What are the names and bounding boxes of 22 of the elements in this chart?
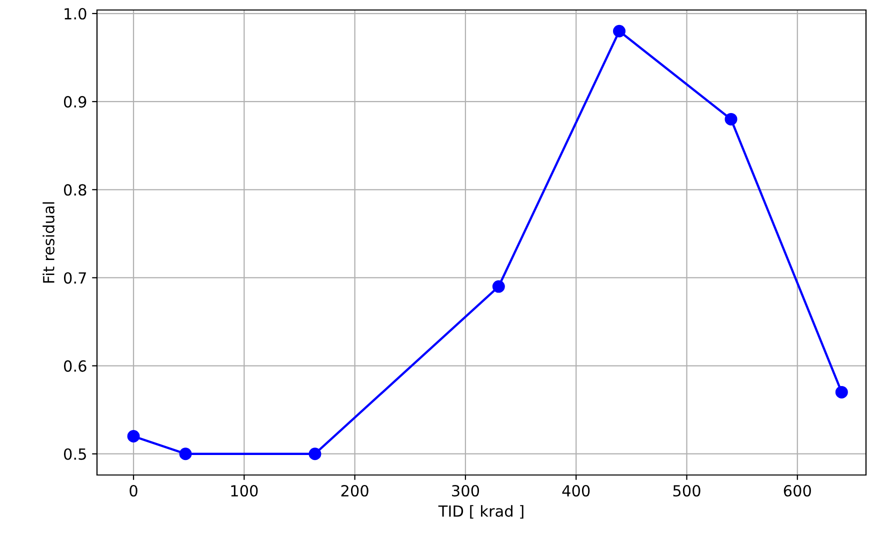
x-tick-label: 500 — [673, 484, 700, 497]
point — [179, 448, 192, 460]
point — [835, 386, 848, 398]
point — [724, 112, 738, 126]
point — [127, 430, 140, 442]
y-tick-label: 0.5 — [64, 448, 86, 460]
point — [492, 280, 505, 293]
x-tick-label: 0 — [130, 484, 138, 497]
point — [613, 24, 626, 38]
y-axis-title: Fit residual — [42, 202, 54, 283]
y-tick-label: 1.0 — [64, 8, 86, 20]
y-tick-label: 0.8 — [64, 184, 86, 196]
x-tick-label: 400 — [562, 484, 590, 497]
x-tick-label: 100 — [231, 484, 258, 497]
point — [308, 448, 322, 460]
y-tick-label: 0.7 — [64, 272, 86, 284]
y-tick-label: 0.9 — [64, 96, 86, 108]
x-tick-label: 300 — [452, 484, 480, 497]
x-tick-label: 200 — [341, 484, 368, 497]
y-tick-label: 0.6 — [64, 360, 86, 372]
x-tick-label: 600 — [784, 484, 811, 497]
x-axis-title: TID [ krad ] — [438, 505, 524, 519]
